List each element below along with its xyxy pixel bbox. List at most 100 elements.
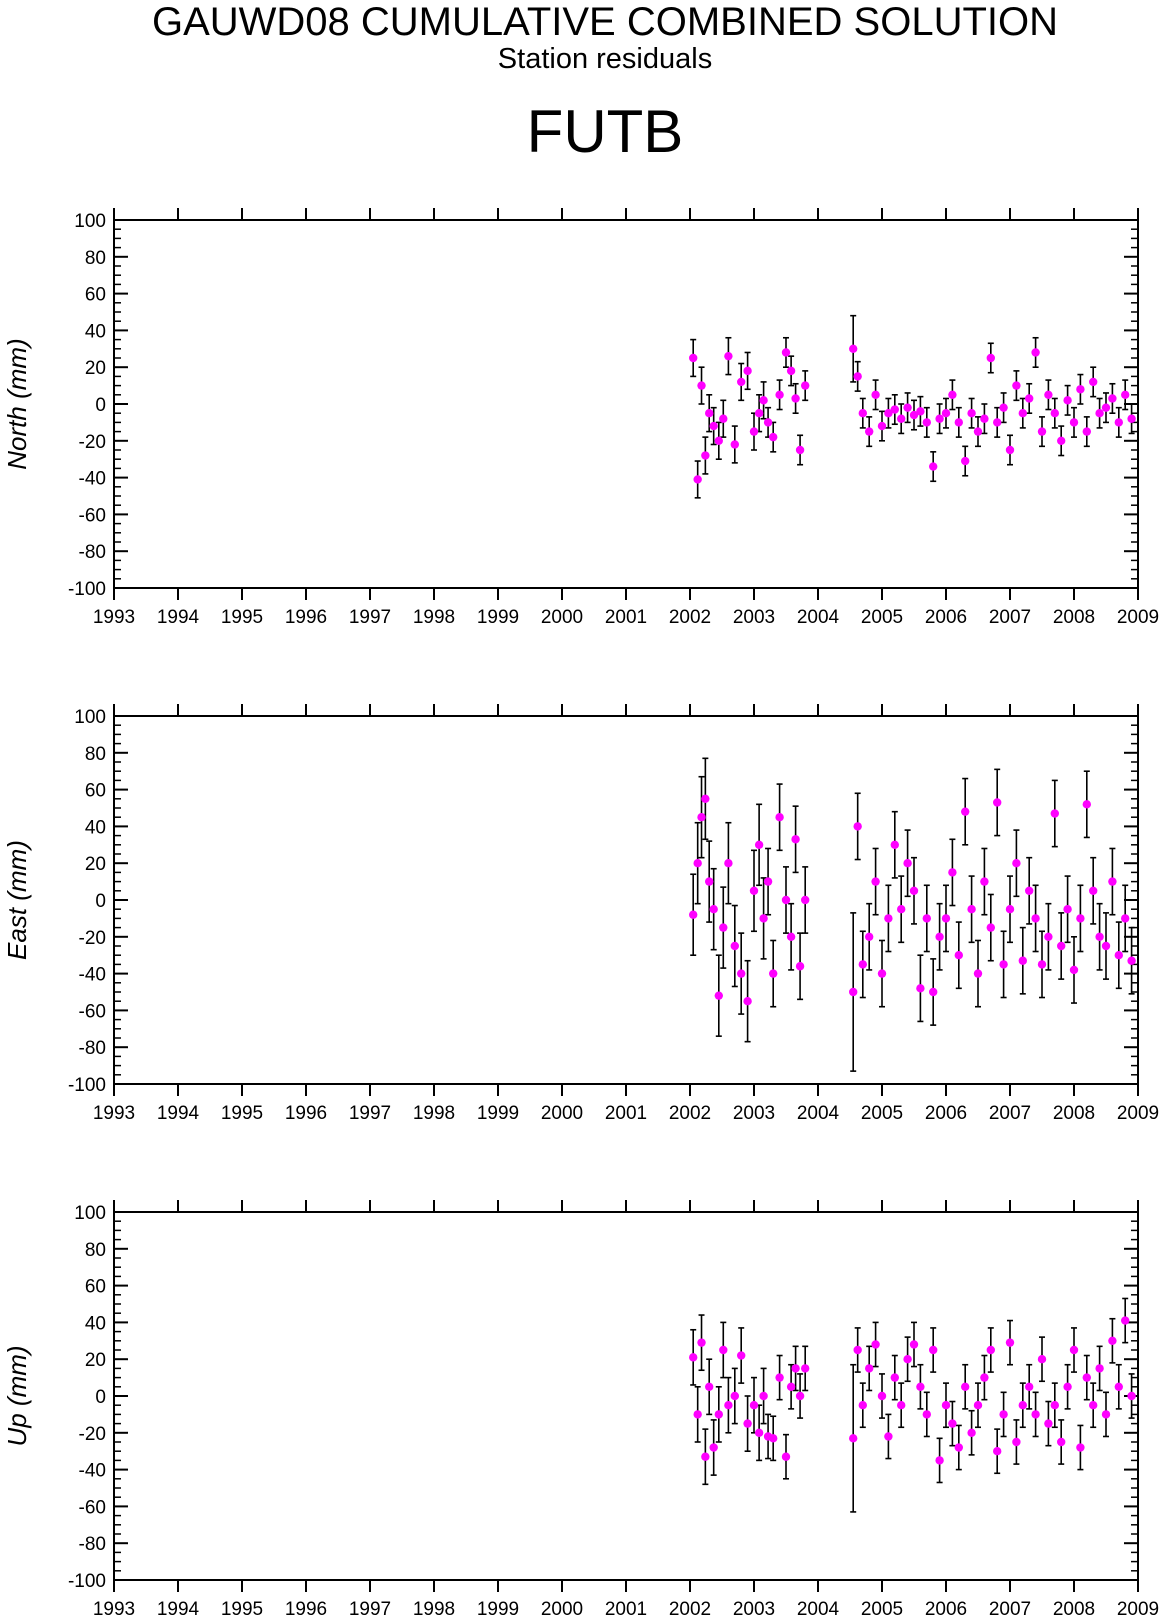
data-point [897,905,906,914]
y-tick-label: -40 [79,1461,106,1482]
y-tick-label: 80 [85,1240,106,1261]
x-tick-label: 2003 [733,1103,775,1124]
y-tick-label: 60 [85,285,106,306]
data-point [775,390,784,399]
data-point [749,427,759,436]
x-tick-label: 2006 [925,1599,967,1620]
x-tick-label: 2009 [1117,1599,1159,1620]
y-axis-label: North (mm) [2,338,32,469]
x-tick-label: 1998 [413,1599,455,1620]
data-point [1095,932,1104,941]
data-point [954,418,963,427]
data-point [916,1382,925,1392]
data-point [749,886,759,895]
data-point [865,427,874,436]
data-point [709,905,718,914]
data-point [1063,396,1072,405]
data-point [1121,914,1130,923]
data-point [1127,956,1136,965]
data-point [1082,800,1092,809]
data-point [775,1373,784,1382]
x-tick-label: 1997 [349,1599,391,1620]
data-point [1127,1391,1136,1401]
data-point [1005,1338,1015,1347]
data-point [909,1340,919,1349]
data-point [903,1355,912,1364]
data-point [909,886,919,895]
data-point [967,409,976,418]
x-tick-label: 1997 [349,1103,391,1124]
data-point [759,396,768,405]
data-point [993,418,1002,427]
y-axis-label: East (mm) [2,840,32,960]
data-point [853,1345,862,1355]
data-point [890,1373,899,1382]
y-tick-label: 0 [95,395,106,416]
x-tick-label: 2004 [797,1599,840,1620]
data-point [693,859,702,868]
data-point [749,1401,759,1410]
data-point [1076,385,1085,394]
data-point [714,436,723,445]
x-tick-label: 2005 [861,1103,903,1124]
data-point [701,451,710,460]
y-tick-label: 20 [85,358,106,379]
data-point [801,895,810,905]
chart-subtitle: Station residuals [497,43,713,75]
data-point [1018,409,1027,418]
data-point [719,414,728,423]
data-point [849,987,858,997]
data-point [1037,1355,1047,1364]
data-point [701,794,710,803]
x-tick-label: 1994 [157,607,200,628]
data-point [791,835,800,844]
data-point [769,1434,778,1443]
data-point [759,914,768,923]
y-tick-label: 100 [74,1203,106,1224]
data-point [941,914,951,923]
data-point [743,366,752,376]
data-point [871,1340,880,1349]
data-point [1095,409,1104,418]
data-point [743,1419,752,1428]
x-tick-label: 2003 [733,1599,775,1620]
data-point [689,353,698,363]
data-point [1050,409,1060,418]
x-tick-label: 2009 [1117,607,1159,628]
data-point [993,798,1002,807]
data-point [795,445,805,455]
data-point [701,1452,710,1461]
data-point [730,941,739,951]
data-point [689,910,698,919]
y-tick-label: 0 [95,891,106,912]
x-tick-label: 2005 [861,1599,903,1620]
x-tick-label: 2002 [669,1599,711,1620]
data-point [724,351,733,361]
y-tick-label: 60 [85,1277,106,1298]
data-point [1025,1382,1034,1392]
data-point [1114,418,1124,427]
panel-1: 100 80 60 40 20 0 -20 -40 -60 -80 -100 1993 1994 1995… [2,704,1159,1124]
y-tick-label: -20 [79,928,106,949]
data-point [1057,941,1066,951]
data-point [929,1345,938,1355]
data-point [743,997,752,1006]
data-point [737,1351,746,1360]
y-tick-label: -60 [79,505,106,526]
y-tick-label: -100 [68,1075,106,1096]
data-point [1012,859,1021,868]
data-point [1076,1443,1085,1452]
data-point [973,427,983,436]
data-point [980,414,989,423]
data-point [865,932,874,941]
data-point [1044,932,1053,941]
data-point [719,1345,728,1355]
data-point [1050,1401,1060,1410]
x-tick-label: 1997 [349,607,391,628]
y-tick-label: 80 [85,744,106,765]
data-point [999,1410,1008,1419]
x-tick-label: 1995 [221,607,263,628]
data-point [877,421,887,431]
data-point [769,432,778,442]
x-tick-label: 1999 [477,1103,519,1124]
